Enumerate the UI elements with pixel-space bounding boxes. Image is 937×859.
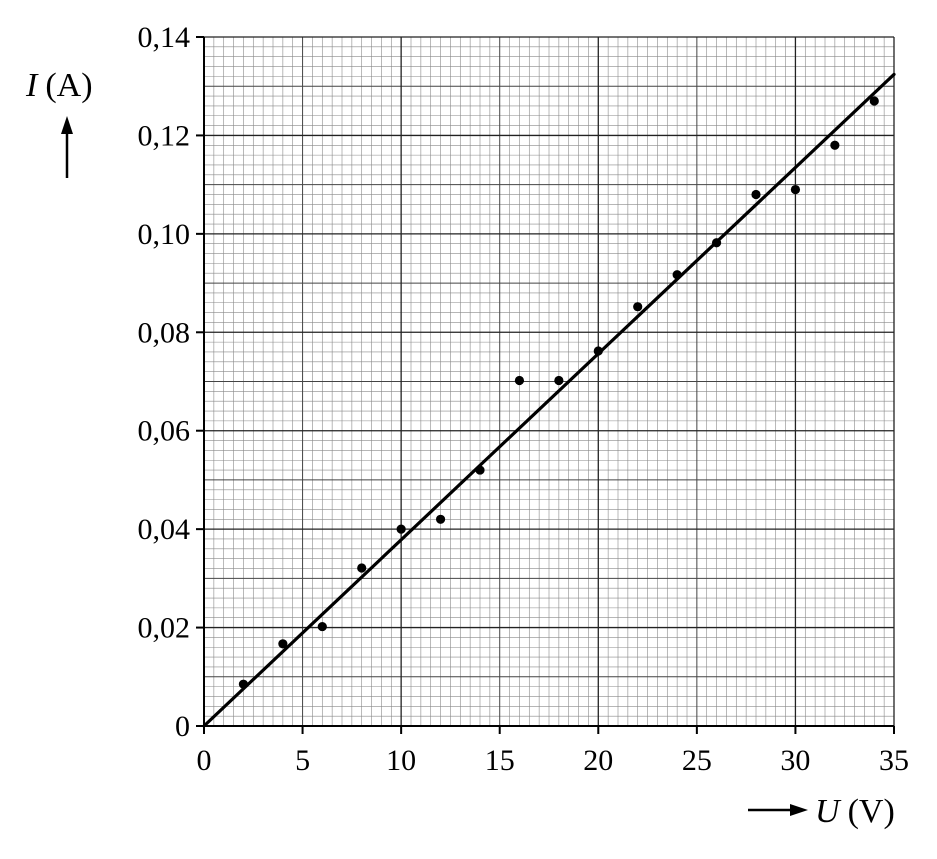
data-point <box>357 563 367 573</box>
data-point <box>435 514 446 524</box>
x-axis-symbol: U <box>815 793 842 830</box>
x-axis-unit: (V) <box>848 793 895 830</box>
data-point <box>790 184 801 195</box>
y-axis-label: I (A) <box>25 67 93 104</box>
y-tick-label: 0 <box>175 710 190 743</box>
x-tick-label: 15 <box>485 744 515 777</box>
data-point <box>317 621 327 632</box>
data-point <box>554 375 564 386</box>
x-tick-label: 10 <box>386 744 416 777</box>
x-tick-label: 20 <box>583 744 613 777</box>
x-tick-label: 25 <box>682 744 712 777</box>
axes <box>203 37 894 727</box>
x-tick-label: 5 <box>295 744 310 777</box>
y-tick-label: 0,08 <box>138 316 191 349</box>
fit-line-group <box>202 72 896 728</box>
y-tick-label: 0,06 <box>138 415 191 448</box>
data-point <box>475 465 485 475</box>
data-point <box>869 96 879 106</box>
data-points <box>238 96 879 689</box>
x-tick-label: 30 <box>780 744 810 777</box>
x-tick-label: 0 <box>197 744 212 777</box>
data-point <box>751 189 761 200</box>
data-point <box>514 375 525 386</box>
data-point <box>396 524 406 534</box>
x-axis-arrow-icon <box>748 804 808 816</box>
data-point <box>593 346 603 356</box>
y-tick-label: 0,14 <box>138 21 191 54</box>
x-tick-label: 35 <box>879 744 909 777</box>
grid-mid <box>204 37 894 726</box>
y-tick-label: 0,12 <box>138 119 191 152</box>
data-point <box>711 238 722 248</box>
y-axis-symbol: I <box>25 67 39 104</box>
y-tick-label: 0,02 <box>138 612 191 645</box>
fit-line <box>202 72 896 728</box>
y-axis-arrow-icon <box>61 116 73 178</box>
x-axis-label: U (V) <box>815 793 895 830</box>
y-tick-labels: 0 0,02 0,04 0,06 0,08 0,10 0,12 0,14 <box>138 21 204 743</box>
data-point <box>278 639 288 649</box>
y-axis-unit: (A) <box>45 67 92 104</box>
y-tick-label: 0,10 <box>138 218 191 251</box>
data-point <box>672 270 682 280</box>
data-point <box>830 140 840 150</box>
y-tick-label: 0,04 <box>138 513 191 546</box>
data-point <box>633 302 643 312</box>
data-point <box>238 679 249 689</box>
x-tick-labels: 0 5 10 15 20 25 30 35 <box>197 726 909 777</box>
